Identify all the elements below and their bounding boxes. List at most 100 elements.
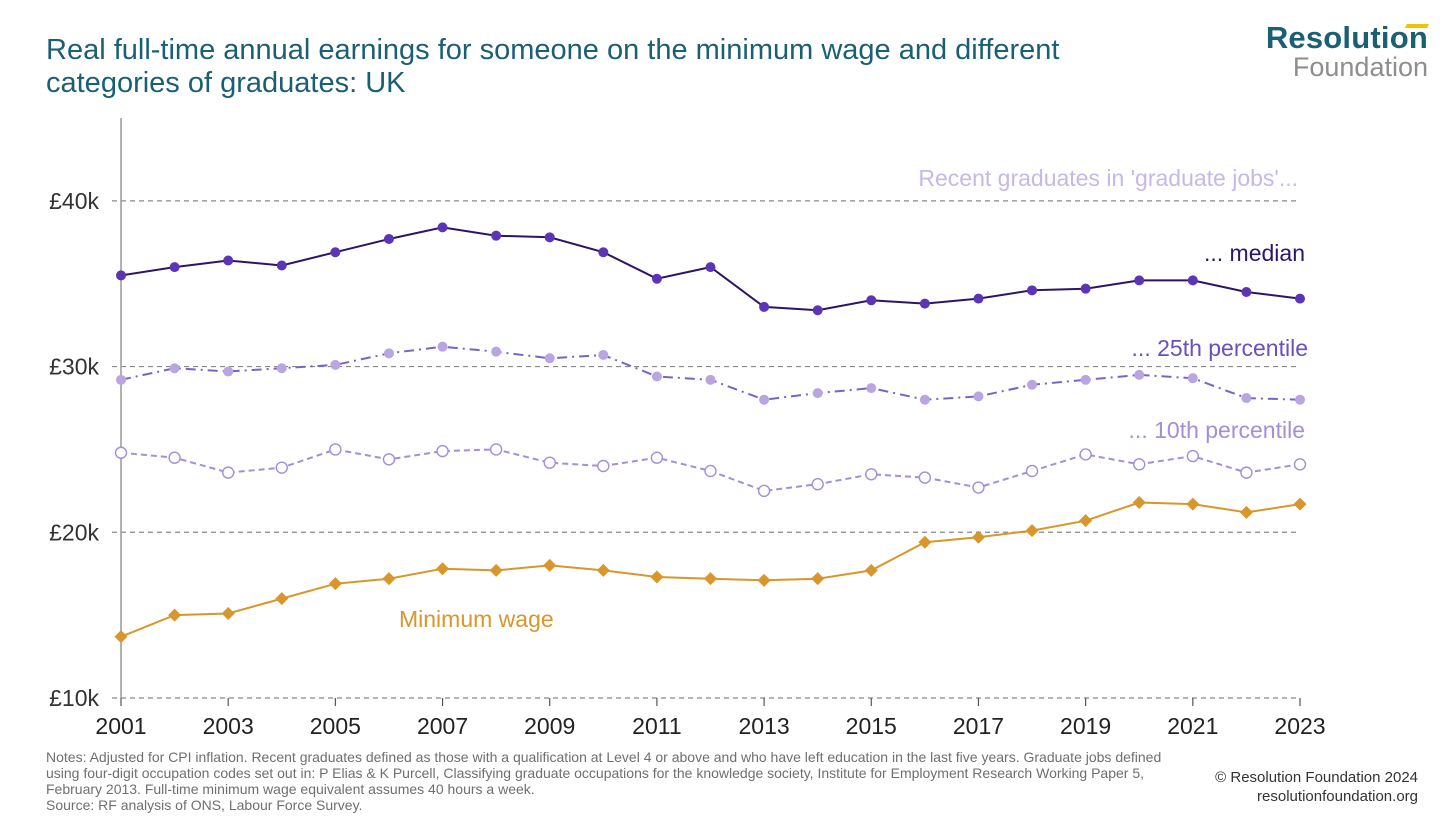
p10-point (221, 466, 235, 479)
median-point (383, 233, 394, 244)
x-tick-label: 2019 (1060, 713, 1111, 739)
copyright-block: © Resolution Foundation 2024 resolutionf… (1215, 768, 1418, 806)
p10-point (650, 451, 664, 464)
resolution-foundation-logo: Resolution Foundation (1265, 20, 1429, 82)
p25-point (919, 394, 930, 405)
y-tick-label: £30k (49, 354, 99, 380)
p10-point (436, 444, 449, 458)
median-point (544, 232, 555, 243)
min-wage-point (1239, 505, 1253, 519)
p25-point (759, 394, 770, 405)
p25-point (544, 353, 555, 364)
annotation-heading: Recent graduates in 'graduate jobs'... (918, 165, 1298, 191)
min-wage-point (757, 573, 771, 587)
p10-point (1133, 458, 1146, 471)
p25-point (437, 341, 448, 352)
y-tick-label: £20k (49, 519, 99, 545)
y-tick-label: £10k (49, 685, 99, 711)
median-point (598, 247, 609, 258)
min-wage-point (1186, 497, 1200, 511)
median-point (330, 247, 341, 258)
median-point (491, 230, 502, 241)
min-wage-point (918, 535, 932, 549)
source-text: Source: RF analysis of ONS, Labour Force… (46, 797, 363, 813)
p10-point (597, 459, 610, 473)
median-point (812, 305, 823, 316)
p25-point (651, 371, 662, 382)
p25-point (116, 374, 126, 385)
notes-text: Notes: Adjusted for CPI inflation. Recen… (46, 749, 1162, 797)
p25-point (1241, 393, 1252, 404)
logo-line-2: Foundation (1292, 52, 1428, 82)
p25-point (330, 359, 341, 370)
p25-point (1134, 369, 1145, 380)
y-tick-label: £40k (49, 188, 99, 214)
x-tick-label: 2007 (417, 713, 468, 739)
p25-point (866, 383, 877, 394)
p10-point (1293, 458, 1307, 471)
min-wage-point (1132, 495, 1146, 509)
min-wage-point (650, 570, 664, 584)
median-point (276, 260, 287, 271)
website-text: resolutionfoundation.org (1257, 788, 1418, 805)
p25-point (1295, 394, 1305, 405)
median-point (759, 301, 770, 312)
x-tick-label: 2013 (739, 713, 790, 739)
min-wage-point (221, 606, 235, 620)
p10-point (543, 456, 556, 469)
p10-point (918, 471, 932, 484)
min-wage-point (1079, 514, 1093, 528)
median-point (973, 293, 984, 304)
p10-point (382, 453, 396, 466)
min-wage-point (168, 608, 182, 622)
copyright-text: © Resolution Foundation 2024 (1215, 769, 1418, 786)
p10-point (329, 443, 342, 456)
p10-point (1186, 449, 1200, 463)
median-point (1080, 283, 1091, 294)
p10-point (1025, 464, 1039, 478)
median-point (116, 270, 126, 281)
p25-point (1187, 373, 1198, 384)
annotation-median: ... median (1204, 240, 1305, 266)
annotation-p10: ... 10th percentile (1129, 417, 1305, 443)
p25-point (973, 391, 984, 402)
min-wage-series-line (120, 501, 1301, 638)
median-point (1187, 275, 1198, 286)
x-tick-label: 2021 (1167, 713, 1218, 739)
p10-point (114, 446, 128, 459)
median-point (1295, 293, 1305, 304)
median-point (919, 298, 930, 309)
p10-point (489, 443, 503, 456)
p10-point (865, 468, 878, 481)
annotation-min-wage: Minimum wage (399, 606, 554, 632)
median-point (651, 273, 662, 284)
p10-point (168, 451, 181, 464)
x-tick-label: 2023 (1274, 713, 1325, 739)
p10-point (811, 478, 824, 491)
min-wage-point (704, 572, 717, 586)
p10-point (972, 481, 985, 494)
min-wage-point (971, 530, 985, 544)
median-point (866, 295, 877, 306)
p25-point (598, 349, 609, 360)
p25-point (812, 388, 823, 399)
min-wage-point (275, 592, 289, 606)
p25-point (223, 366, 234, 377)
p25-point (491, 346, 502, 357)
x-tick-label: 2005 (310, 713, 361, 739)
x-tick-label: 2015 (846, 713, 897, 739)
median-point (223, 255, 234, 266)
logo-line-1: Resolution (1265, 20, 1428, 55)
p10-point (757, 484, 771, 498)
p25-point (276, 363, 287, 374)
median-point (1134, 275, 1145, 286)
min-wage-point (1025, 524, 1039, 538)
p10-point (1079, 448, 1092, 461)
x-tick-label: 2017 (953, 713, 1004, 739)
x-tick-label: 2003 (203, 713, 254, 739)
median-point (1241, 287, 1252, 297)
p25-series-line (120, 345, 1301, 401)
min-wage-point (489, 563, 503, 577)
p10-point (704, 464, 717, 478)
p25-point (705, 374, 716, 385)
